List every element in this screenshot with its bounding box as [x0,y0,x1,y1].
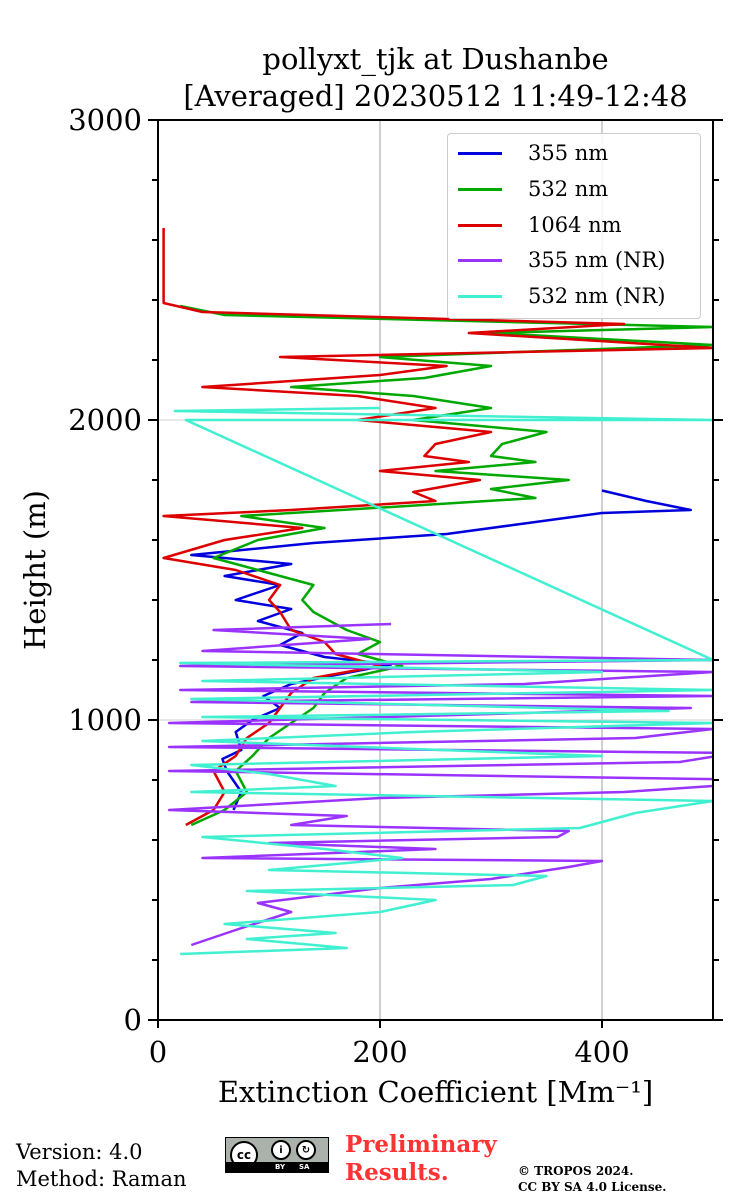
legend-swatch-532-nr [458,294,502,298]
copyright-line2: CC BY SA 4.0 License. [518,1180,667,1194]
x-tick-label-400: 400 [574,1035,629,1069]
preliminary-line1: Preliminary [345,1131,497,1158]
legend-swatch-1064 [458,223,502,227]
y-axis-label: Height (m) [18,490,52,650]
legend-label-532: 532 nm [528,177,609,201]
legend-entry-355: 355 nm [458,141,608,165]
legend-label-355: 355 nm [528,141,609,165]
legend-label-355-nr: 355 nm (NR) [528,248,666,272]
legend-swatch-355-nr [458,258,502,262]
method-text: Method: Raman [16,1167,187,1191]
version-text: Version: 4.0 [16,1140,143,1164]
legend-entry-532: 532 nm [458,177,608,201]
copyright-line1: © TROPOS 2024. [518,1164,634,1178]
copyright-notice: © TROPOS 2024. CC BY SA 4.0 License. [518,1163,666,1195]
y-tick-label-2000: 2000 [68,403,142,437]
x-axis-label: Extinction Coefficient [Mm⁻¹] [217,1075,654,1109]
plot-frame [157,119,714,1021]
chart-title-line1: pollyxt_tjk at Dushanbe [262,42,609,76]
y-tick-label-0: 0 [124,1003,142,1037]
legend-swatch-355 [458,151,502,155]
preliminary-notice: Preliminary Results. [345,1131,497,1187]
line-355nm-nr [167,622,713,947]
by-tag: BY [275,1163,286,1171]
x-tick-label-200: 200 [352,1035,407,1069]
cc-license-badge: cc i ↻ BY SA [225,1137,329,1173]
legend-swatch-532 [458,187,502,191]
line-1064nm [162,228,713,827]
x-tick-label-0: 0 [149,1035,167,1069]
footer-info: Version: 4.0 Method: Raman [16,1139,187,1193]
y-tick-label-1000: 1000 [68,703,142,737]
cc-badge-bar [226,1162,328,1172]
y-tick-label-3000: 3000 [68,103,142,137]
line-532nm-nr [173,406,713,956]
legend-label-532-nr: 532 nm (NR) [528,284,666,308]
sa-icon: ↻ [296,1140,316,1160]
preliminary-line2: Results. [345,1159,449,1186]
line-532nm [179,304,713,827]
legend-entry-532-nr: 532 nm (NR) [458,284,665,308]
legend-label-1064: 1064 nm [528,213,622,237]
by-icon: i [271,1140,291,1160]
chart-title-line2: [Averaged] 20230512 11:49-12:48 [183,79,688,113]
legend-entry-355-nr: 355 nm (NR) [458,248,665,272]
legend-entry-1064: 1064 nm [458,213,622,237]
chart-legend: 355 nm 532 nm 1064 nm 355 nm (NR) 532 nm… [447,133,701,319]
sa-tag: SA [299,1163,310,1171]
